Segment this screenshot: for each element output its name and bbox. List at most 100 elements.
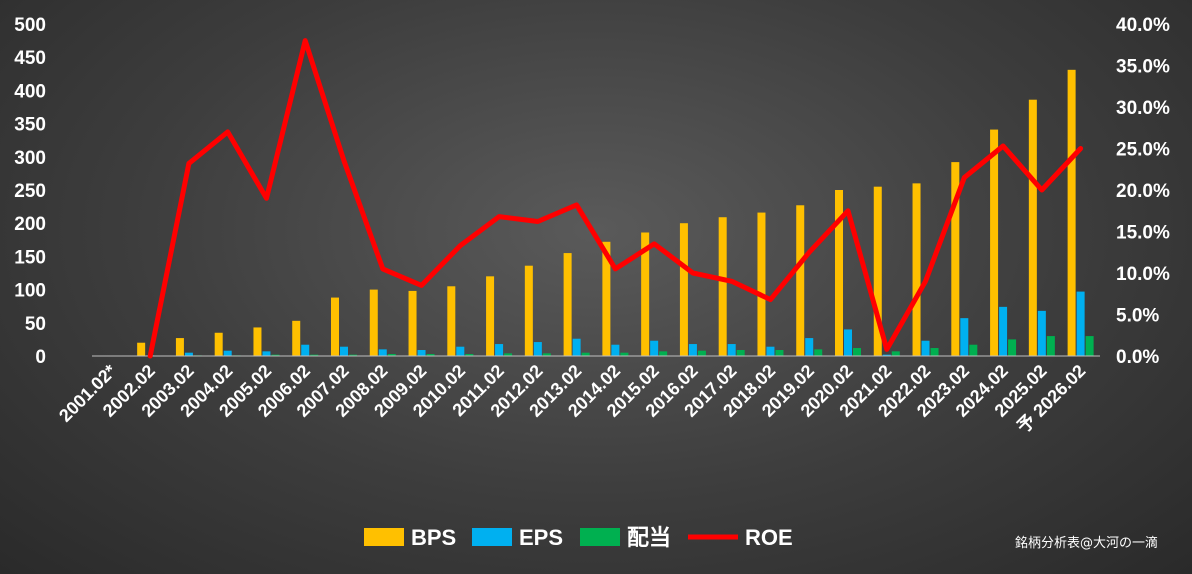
bar-配当-2005.02	[271, 354, 280, 356]
bar-EPS-予 2026.02	[1076, 291, 1085, 356]
point-ROE-2021.02	[886, 348, 888, 350]
left-tick-label: 200	[14, 214, 46, 235]
bar-配当-2024.02	[1008, 339, 1017, 356]
bar-BPS-2013.02	[563, 253, 572, 356]
right-tick-label: 30.0%	[1116, 98, 1170, 119]
bar-配当-2023.02	[969, 344, 978, 356]
bar-BPS-2022.02	[912, 183, 921, 356]
bar-配当-2015.02	[659, 351, 668, 356]
bar-EPS-2015.02	[650, 340, 659, 356]
right-tick-label: 10.0%	[1116, 264, 1170, 285]
point-ROE-2004.02	[227, 131, 229, 133]
point-ROE-2009.02	[421, 284, 423, 286]
bar-EPS-2006.02	[301, 344, 310, 356]
bar-BPS-2023.02	[951, 162, 960, 356]
roe-line-series	[147, 38, 1084, 359]
bar-EPS-2022.02	[921, 340, 930, 356]
right-tick-label: 25.0%	[1116, 140, 1170, 161]
point-ROE-2020.02	[847, 210, 849, 212]
series-EPS	[146, 291, 1085, 356]
bar-EPS-2025.02	[1037, 310, 1046, 356]
bar-配当-2008.02	[387, 354, 396, 356]
right-tick-label: 20.0%	[1116, 181, 1170, 202]
right-tick-label: 40.0%	[1116, 15, 1170, 36]
bar-EPS-2005.02	[262, 351, 271, 356]
legend-label-EPS: EPS	[519, 525, 563, 550]
bar-EPS-2019.02	[805, 338, 814, 356]
point-ROE-2015.02	[653, 243, 655, 245]
watermark-text: 銘柄分析表@大河の一滴	[1015, 535, 1158, 551]
bar-BPS-2014.02	[602, 241, 611, 356]
bar-EPS-2016.02	[688, 344, 697, 356]
bar-配当-2011.02	[504, 353, 513, 356]
bar-EPS-2011.02	[495, 344, 504, 356]
legend-swatch-EPS	[472, 528, 512, 546]
bar-配当-2022.02	[930, 348, 939, 356]
bar-BPS-2015.02	[641, 232, 650, 356]
point-ROE-2006.02	[304, 40, 306, 42]
point-ROE-2007.02	[343, 160, 345, 162]
bar-EPS-2021.02	[882, 354, 891, 356]
bar-EPS-2018.02	[766, 346, 775, 356]
bar-BPS-2020.02	[835, 190, 843, 356]
bar-配当-2009.02	[426, 354, 435, 356]
legend-label-配当: 配当	[627, 525, 671, 550]
point-ROE-2003.02	[188, 162, 190, 164]
bar-配当-2014.02	[620, 352, 629, 356]
legend-label-BPS: BPS	[411, 525, 456, 550]
left-tick-label: 50	[25, 314, 46, 335]
bar-BPS-2011.02	[486, 276, 495, 356]
point-ROE-2025.02	[1041, 189, 1043, 191]
bar-BPS-2009.02	[408, 290, 417, 356]
bar-BPS-2019.02	[796, 205, 805, 356]
left-tick-label: 500	[14, 15, 46, 36]
point-ROE-2013.02	[576, 204, 578, 206]
bar-BPS-2018.02	[757, 212, 766, 356]
point-ROE-2016.02	[692, 272, 694, 274]
bar-BPS-2004.02	[214, 332, 223, 356]
point-ROE-予 2026.02	[1080, 148, 1082, 149]
left-tick-label: 300	[14, 148, 46, 169]
point-ROE-2014.02	[614, 268, 616, 270]
bar-BPS-2017.02	[718, 217, 727, 356]
right-tick-label: 15.0%	[1116, 223, 1170, 244]
left-tick-label: 150	[14, 247, 46, 268]
left-tick-label: 450	[14, 48, 46, 69]
point-ROE-2023.02	[963, 177, 965, 179]
right-tick-label: 35.0%	[1116, 57, 1170, 78]
point-ROE-2018.02	[769, 299, 771, 301]
bar-BPS-2008.02	[369, 289, 378, 356]
bar-BPS-2021.02	[873, 186, 882, 356]
point-ROE-2008.02	[382, 268, 384, 270]
bar-EPS-2012.02	[533, 342, 542, 356]
bar-配当-2016.02	[697, 350, 706, 356]
series-配当	[193, 336, 1094, 356]
bar-BPS-予 2026.02	[1067, 69, 1076, 356]
bar-BPS-2003.02	[175, 338, 184, 356]
bar-配当-2013.02	[581, 352, 590, 356]
bar-BPS-2025.02	[1028, 99, 1037, 357]
left-tick-label: 400	[14, 81, 46, 102]
point-ROE-2012.02	[537, 221, 539, 223]
left-tick-label: 350	[14, 115, 46, 136]
bar-配当-2018.02	[775, 350, 784, 356]
bar-BPS-2010.02	[447, 286, 456, 356]
left-tick-label: 250	[14, 181, 46, 202]
point-ROE-2002.02	[149, 355, 151, 357]
right-tick-label: 5.0%	[1116, 306, 1159, 327]
bar-BPS-2012.02	[524, 265, 533, 356]
legend-swatch-配当	[580, 528, 620, 546]
legend: BPS EPS 配当 ROE	[364, 525, 793, 550]
legend-label-ROE: ROE	[745, 525, 793, 550]
bar-EPS-2010.02	[456, 346, 465, 356]
point-ROE-2017.02	[731, 280, 733, 282]
bar-BPS-2024.02	[990, 129, 999, 356]
bar-配当-2012.02	[542, 353, 551, 356]
point-ROE-2005.02	[265, 197, 267, 199]
bar-EPS-2004.02	[223, 350, 232, 356]
bar-配当-2020.02	[853, 348, 861, 356]
right-axis-ticks: 0.0% 5.0% 10.0% 15.0% 20.0% 25.0% 30.0% 35.0% 40…	[1116, 15, 1170, 368]
bar-EPS-2017.02	[727, 344, 736, 356]
point-ROE-2010.02	[459, 245, 461, 247]
